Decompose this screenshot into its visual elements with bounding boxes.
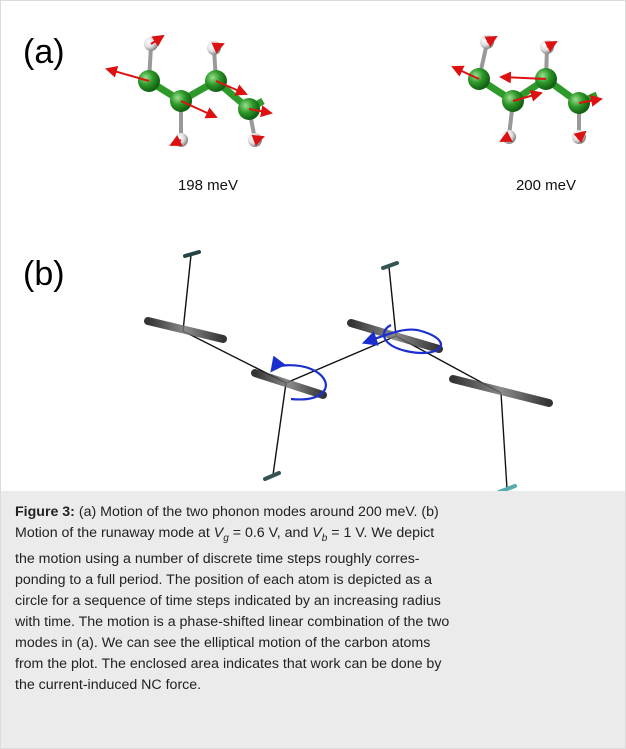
subscript: b — [321, 532, 328, 544]
panel-label: (a) — [23, 33, 65, 71]
caption-text: with time. The motion is a phase-shifted… — [15, 613, 450, 630]
caption-text: the motion using a number of discrete ti… — [15, 550, 420, 567]
figure: (a) (b) 198 meV 200 meV — [23, 33, 603, 491]
mode-energy: 198 meV — [178, 177, 238, 194]
caption-text: Motion of the runaway mode at — [15, 525, 214, 541]
molecule-left — [105, 34, 273, 147]
symbol: V — [312, 525, 322, 541]
caption-text: from the plot. The enclosed area indicat… — [15, 655, 442, 672]
subscript: g — [223, 532, 229, 544]
caption: Figure 3: (a) Motion of the two phonon m… — [1, 491, 625, 748]
caption-label: Figure 3: — [15, 504, 75, 520]
caption-text: = 0.6 V, and — [228, 525, 313, 541]
panel-label: (b) — [23, 255, 65, 293]
caption-text: ponding to a full period. The position o… — [15, 571, 432, 588]
symbol: V — [213, 525, 224, 541]
caption-text: (a) Motion of the two phonon modes aroun… — [74, 504, 439, 520]
runaway-mode-plot — [144, 250, 553, 491]
caption-text: = 1 V. We depict — [327, 525, 435, 541]
molecule-right — [451, 35, 603, 144]
caption-text: circle for a sequence of time steps indi… — [15, 592, 441, 609]
mode-energy: 200 meV — [516, 177, 576, 194]
caption-text: the current-induced NC force. — [15, 676, 202, 693]
caption-text: modes in (a). We can see the elliptical … — [15, 634, 431, 651]
